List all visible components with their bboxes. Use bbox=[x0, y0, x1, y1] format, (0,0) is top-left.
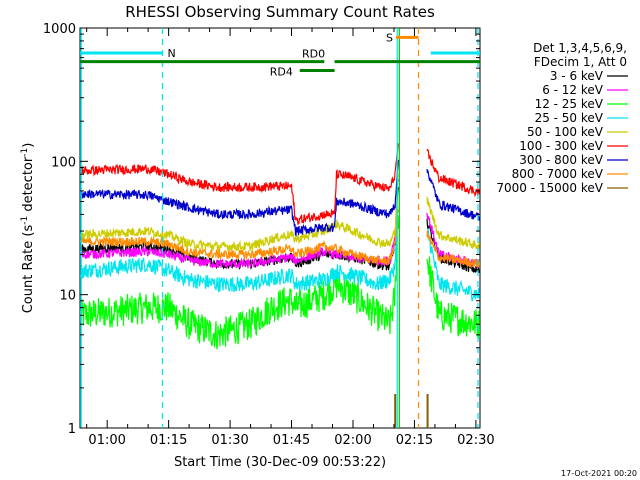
y-tick-label: 1000 bbox=[43, 22, 76, 37]
x-tick-label: 02:30 bbox=[457, 433, 494, 448]
x-tick-label: 02:00 bbox=[334, 433, 371, 448]
generated-timestamp: 17-Oct-2021 00:20 bbox=[561, 469, 637, 478]
series-layer bbox=[79, 143, 481, 428]
legend-label: 50 - 100 keV bbox=[527, 125, 604, 139]
bar-night: N bbox=[80, 47, 480, 60]
y-tick-label: 10 bbox=[59, 289, 76, 304]
series-line bbox=[79, 214, 481, 350]
series-800to7000keV-kev bbox=[79, 208, 481, 269]
overlay-layer: N S RD0 RD4 bbox=[80, 28, 480, 428]
plot-frame bbox=[79, 27, 481, 429]
x-tick-label: 02:15 bbox=[396, 433, 433, 448]
x-tick-label: 01:45 bbox=[273, 433, 310, 448]
series-12to25keV-kev bbox=[79, 214, 481, 350]
legend-label: 25 - 50 keV bbox=[535, 111, 604, 125]
legend-label: 300 - 800 keV bbox=[519, 153, 603, 167]
bar-label-saa: S bbox=[386, 31, 393, 44]
legend-header-line-1: Det 1,3,4,5,6,9, bbox=[533, 41, 627, 55]
chart-title: RHESSI Observing Summary Count Rates bbox=[125, 3, 435, 21]
series-7000to15000keV-kev bbox=[394, 393, 429, 428]
x-tick-label: 01:00 bbox=[88, 433, 125, 448]
plot-area bbox=[79, 27, 481, 429]
bar-label-rd4: RD4 bbox=[270, 66, 293, 79]
series-100to300keV-kev bbox=[79, 143, 481, 225]
series-line bbox=[79, 173, 481, 253]
bar-label-night: N bbox=[167, 47, 175, 60]
y-axis-label-sup2: -1 bbox=[20, 148, 30, 157]
y-tick-label: 1 bbox=[68, 422, 76, 437]
series-50to100keV-kev bbox=[79, 173, 481, 253]
x-tick-label: 01:30 bbox=[211, 433, 248, 448]
legend-label: 100 - 300 keV bbox=[519, 139, 603, 153]
series-line bbox=[79, 159, 481, 238]
bar-rd4: RD4 bbox=[270, 66, 335, 79]
legend-label: 3 - 6 keV bbox=[550, 69, 604, 83]
series-line bbox=[79, 143, 481, 225]
legend-label: 800 - 7000 keV bbox=[512, 167, 604, 181]
series-line bbox=[79, 190, 481, 302]
bar-saa: S bbox=[386, 31, 419, 44]
series-6to12keV-kev bbox=[79, 178, 481, 269]
y-axis-label: Count Rate (s-1 detector-1) bbox=[20, 143, 36, 314]
series-line bbox=[79, 208, 481, 269]
legend-label: 7000 - 15000 keV bbox=[496, 181, 603, 195]
series-line bbox=[79, 178, 481, 269]
series-25to50keV-kev bbox=[79, 190, 481, 302]
y-axis-label-sup1: -1 bbox=[20, 216, 30, 225]
x-tick-label: 01:15 bbox=[150, 433, 187, 448]
series-300to800keV-kev bbox=[79, 159, 481, 238]
bar-label-rd0: RD0 bbox=[302, 48, 325, 61]
legend-label: 12 - 25 keV bbox=[535, 97, 604, 111]
axes: 01:00 01:15 01:30 01:45 02:00 02:15 02:30 1 10 10… bbox=[43, 22, 495, 448]
legend-label: 6 - 12 keV bbox=[542, 83, 604, 97]
legend-header-line-2: FDecim 1, Att 0 bbox=[534, 55, 627, 69]
y-axis-label-end: ) bbox=[21, 143, 36, 148]
y-tick-label: 100 bbox=[51, 155, 76, 170]
x-axis-label: Start Time (30-Dec-09 00:53:22) bbox=[174, 455, 386, 470]
bar-rd0: RD0 bbox=[80, 48, 480, 64]
legend: Det 1,3,4,5,6,9, FDecim 1, Att 0 3 - 6 k… bbox=[496, 41, 628, 195]
y-axis-label-main: Count Rate (s bbox=[21, 225, 36, 314]
y-axis-label-mid: detector bbox=[21, 156, 36, 216]
